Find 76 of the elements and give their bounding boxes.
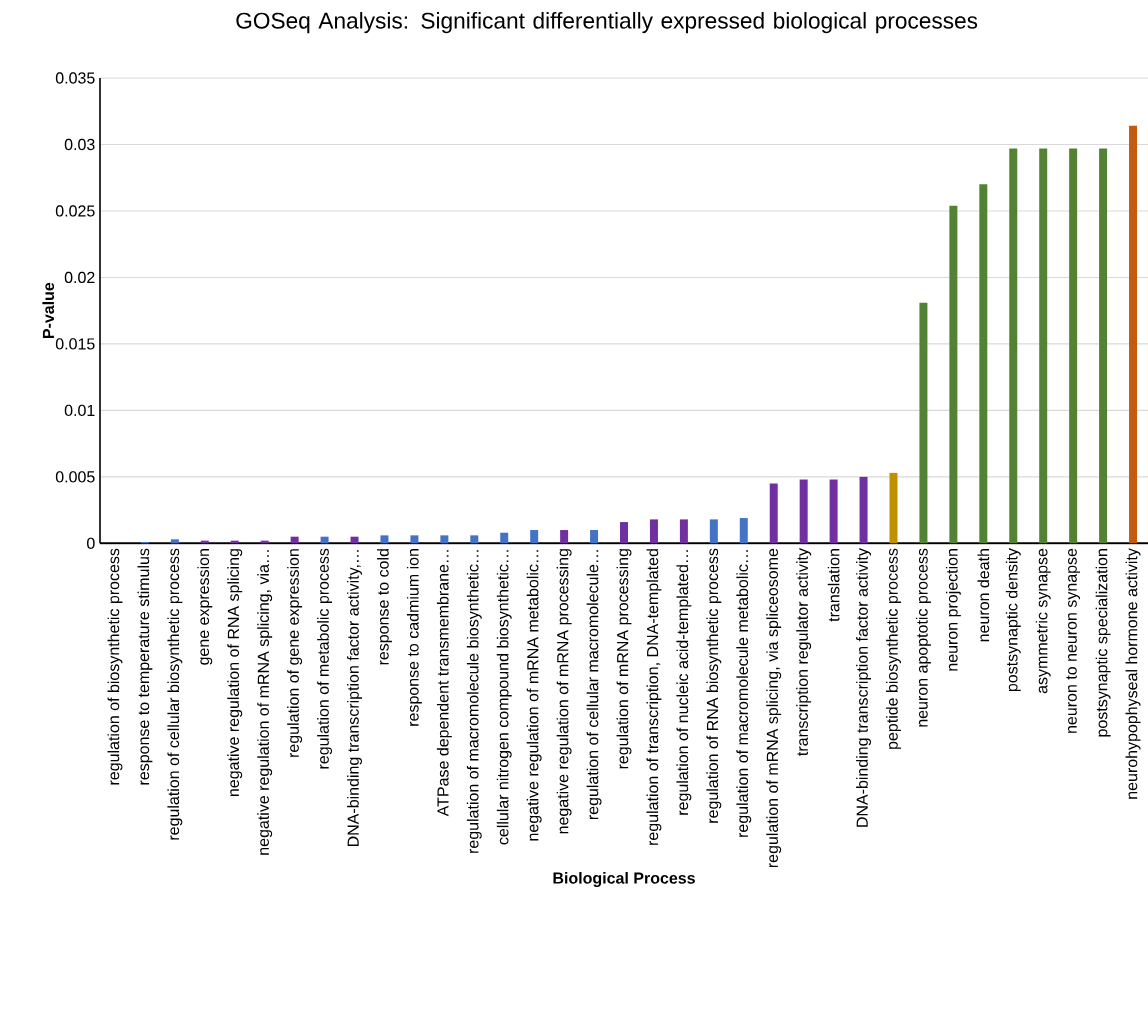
bar: [170, 539, 179, 544]
x-tick-label: regulation of cellular macromolecule…: [586, 550, 602, 820]
x-tick-label: DNA-binding transcription factor activity,…: [347, 550, 362, 847]
bar: [979, 184, 988, 544]
x-tick-label: ATPase dependent transmembrane…: [436, 550, 452, 817]
bar: [320, 536, 329, 544]
x-tick-label: neurohypophyseal hormone activity: [1125, 548, 1141, 799]
x-tick-label: neuron projection: [945, 549, 961, 671]
bar: [350, 536, 359, 544]
bar: [1129, 125, 1138, 544]
y-tick-label: 0.025: [55, 205, 95, 217]
bar: [769, 483, 778, 544]
x-tick-label: regulation of macromolecule metabolic…: [736, 550, 752, 837]
y-tick-label: 0.02: [64, 271, 95, 284]
x-tick-label: regulation of nucleic acid-templated…: [676, 550, 692, 815]
x-tick-label: neuron to neuron synapse: [1066, 548, 1080, 733]
bar: [380, 535, 389, 544]
x-tick-label: regulation of biosynthetic process: [107, 548, 123, 785]
x-tick-label: regulation of RNA biosynthetic process: [706, 548, 722, 823]
y-tick-label: 0.005: [55, 471, 95, 483]
bar: [440, 535, 449, 544]
x-tick-label: regulation of macromolecule biosynthetic…: [466, 550, 482, 853]
x-tick-label: translation: [827, 549, 840, 622]
x-tick-label: postsynaptic specialization: [1095, 549, 1111, 737]
bar: [530, 530, 539, 544]
x-tick-label: negative regulation of mRNA processing: [556, 549, 572, 834]
chart-title: GOSeq Analysis: Significant differentially expressed biological processes: [236, 12, 978, 34]
bar: [290, 536, 299, 544]
x-tick-label: response to cold: [377, 549, 392, 665]
x-tick-label: gene expression: [197, 549, 213, 665]
x-tick-label: response to cadmium ion: [406, 549, 422, 726]
bar: [889, 472, 898, 544]
x-tick-label: asymmetric synapse: [1035, 548, 1051, 694]
y-tick-label: 0: [87, 537, 95, 549]
x-tick-label: postsynaptic density: [1005, 548, 1021, 692]
bar: [799, 479, 808, 544]
x-tick-label: negative regulation of mRNA metabolic…: [526, 550, 542, 841]
bar: [919, 302, 928, 544]
bar: [1009, 148, 1018, 544]
x-tick-label: cellular nitrogen compound biosynthetic…: [496, 550, 512, 845]
x-tick-label: DNA-binding transcription factor activity: [856, 548, 872, 827]
bar: [1099, 148, 1108, 544]
x-tick-label: neuron apoptotic process: [915, 548, 931, 727]
x-tick-label: regulation of mRNA processing: [616, 549, 632, 769]
bar: [560, 530, 569, 544]
bar: [590, 530, 599, 544]
x-tick-label: negative regulation of mRNA splicing, via…: [257, 550, 273, 855]
bar: [470, 535, 479, 544]
bar: [739, 518, 748, 544]
x-tick-label: transcription regulator activity: [796, 548, 812, 756]
bar: [1069, 148, 1078, 544]
bar: [859, 476, 868, 544]
bar: [949, 205, 958, 544]
x-tick-label: regulation of cellular biosynthetic process: [167, 548, 183, 840]
y-tick-label: 0.03: [64, 138, 95, 151]
bar: [649, 519, 658, 544]
x-tick-label: neuron death: [977, 549, 990, 642]
bar: [679, 519, 688, 544]
x-axis-title: Biological Process: [553, 872, 695, 887]
y-tick-label: 0.015: [55, 338, 95, 350]
x-tick-label: regulation of transcription, DNA-templated: [646, 549, 662, 845]
x-tick-label: regulation of mRNA splicing, via spliceosome: [766, 548, 782, 868]
bar: [410, 535, 419, 544]
bar: [500, 532, 509, 544]
y-tick-label: 0.035: [55, 72, 95, 84]
bar: [829, 479, 838, 544]
bar: [1039, 148, 1048, 544]
x-tick-label: negative regulation of RNA splicing: [227, 549, 243, 797]
y-tick-label: 0.01: [64, 404, 95, 417]
x-tick-label: regulation of metabolic process: [317, 548, 333, 769]
y-axis-title: P-value: [42, 282, 55, 339]
x-tick-label: response to temperature stimulus: [137, 548, 153, 785]
bar: [620, 522, 629, 544]
x-tick-label: regulation of gene expression: [287, 549, 303, 757]
bar: [709, 519, 718, 544]
x-tick-label: peptide biosynthetic process: [886, 548, 901, 749]
